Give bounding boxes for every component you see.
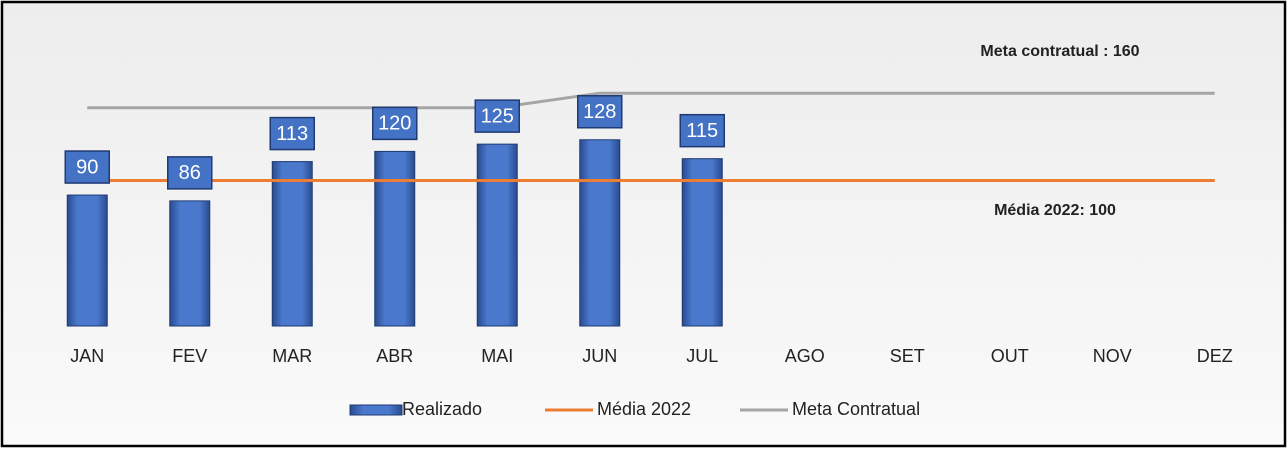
data-label-box — [474, 99, 520, 133]
x-tick-label: JAN — [70, 346, 104, 366]
x-tick-label: MAI — [481, 346, 513, 366]
data-label: 113 — [276, 123, 308, 145]
x-tick-label: ABR — [376, 346, 413, 366]
data-label: 86 — [179, 162, 201, 184]
data-label-box — [167, 156, 213, 190]
legend-label: Meta Contratual — [792, 399, 920, 419]
x-tick-label: AGO — [785, 346, 825, 366]
x-tick-label: MAR — [272, 346, 312, 366]
data-label-box — [577, 95, 623, 129]
data-label: 90 — [76, 156, 98, 178]
data-label: 115 — [686, 120, 718, 142]
bar — [66, 194, 108, 327]
annotation: Meta contratual : 160 — [980, 43, 1139, 60]
data-label: 120 — [378, 113, 411, 135]
data-label-box — [269, 116, 315, 151]
x-tick-label: SET — [890, 346, 925, 366]
bar — [169, 200, 211, 327]
bar — [476, 143, 518, 327]
legend-swatch — [349, 404, 403, 416]
bar — [374, 150, 416, 327]
line — [87, 91, 1215, 110]
data-label-box — [372, 106, 418, 141]
bar — [681, 158, 723, 327]
bar — [271, 161, 313, 327]
legend-label: Realizado — [402, 399, 482, 419]
bar — [579, 139, 621, 327]
x-tick-label: FEV — [172, 346, 207, 366]
data-label: 128 — [583, 101, 616, 123]
x-tick-label: OUT — [991, 346, 1029, 366]
legend-label: Média 2022 — [597, 399, 691, 419]
x-tick-label: NOV — [1093, 346, 1132, 366]
x-tick-label: JUL — [686, 346, 718, 366]
data-label-box — [679, 113, 725, 148]
annotation: Média 2022: 100 — [994, 202, 1116, 219]
data-label-box — [64, 150, 110, 184]
x-tick-label: DEZ — [1197, 346, 1233, 366]
data-label: 125 — [481, 105, 514, 127]
x-tick-label: JUN — [582, 346, 617, 366]
